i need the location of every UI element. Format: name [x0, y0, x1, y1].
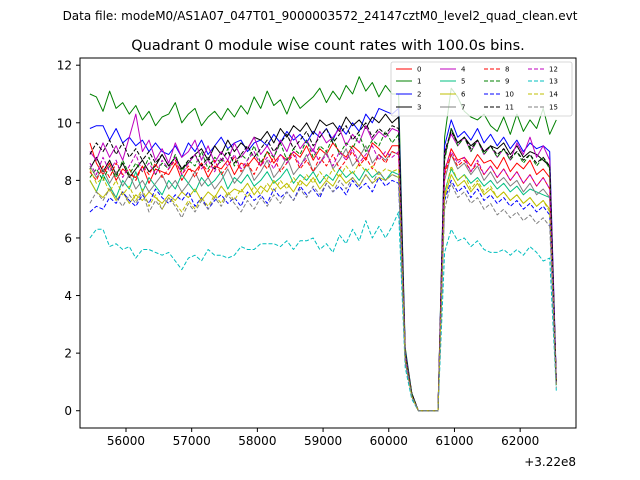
chart-title: Quadrant 0 module wise count rates with …	[131, 38, 525, 54]
series-line-12	[89, 145, 557, 412]
y-tick-label-10: 10	[57, 116, 72, 130]
legend-label-7: 7	[461, 104, 465, 112]
legend-label-5: 5	[461, 78, 465, 86]
x-tick-label-59000: 59000	[304, 434, 342, 448]
series-line-9	[89, 128, 557, 412]
axes-frame	[79, 57, 577, 429]
legend-label-10: 10	[505, 91, 514, 99]
legend-label-14: 14	[549, 91, 558, 99]
legend-label-9: 9	[505, 78, 509, 86]
series-line-8	[89, 151, 557, 412]
x-tick-label-62000: 62000	[501, 434, 539, 448]
series-line-6	[89, 174, 557, 412]
legend-label-0: 0	[417, 66, 421, 74]
y-tick-label-4: 4	[64, 289, 72, 303]
legend-label-2: 2	[417, 91, 421, 99]
x-tick-label-58000: 58000	[238, 434, 276, 448]
x-tick-label-61000: 61000	[435, 434, 473, 448]
x-tick-label-56000: 56000	[107, 434, 145, 448]
series-line-7	[89, 145, 557, 412]
x-tick-label-60000: 60000	[370, 434, 408, 448]
legend-label-11: 11	[505, 104, 514, 112]
series-line-5	[89, 168, 557, 412]
legend-label-4: 4	[461, 66, 466, 74]
series-line-4	[89, 113, 557, 412]
legend-label-3: 3	[417, 104, 421, 112]
legend-label-6: 6	[461, 91, 466, 99]
legend-label-12: 12	[549, 66, 558, 74]
x-offset-label: +3.22e8	[524, 455, 576, 469]
figure-suptitle: Data file: modeM0/AS1A07_047T01_90000035…	[63, 9, 578, 23]
y-tick-label-8: 8	[64, 174, 72, 188]
y-tick-label-12: 12	[57, 59, 72, 73]
x-axis: 56000 57000 58000 59000 60000 61000 62000	[107, 428, 539, 448]
y-axis: 0 2 4 6 8 10 12	[57, 59, 80, 418]
series-line-0	[89, 142, 557, 412]
series-line-11	[89, 122, 557, 412]
y-tick-label-0: 0	[64, 404, 72, 418]
legend-box	[390, 61, 573, 117]
legend-label-13: 13	[549, 78, 558, 86]
y-tick-label-2: 2	[64, 347, 72, 361]
series-line-13	[89, 211, 557, 412]
series-line-1	[89, 76, 557, 412]
series-layer	[89, 76, 557, 412]
series-line-10	[89, 177, 557, 412]
series-line-15	[89, 171, 557, 412]
x-tick-label-57000: 57000	[173, 434, 211, 448]
legend-label-1: 1	[417, 78, 421, 86]
legend-label-8: 8	[505, 66, 509, 74]
y-tick-label-6: 6	[64, 231, 72, 245]
legend-label-15: 15	[549, 104, 558, 112]
